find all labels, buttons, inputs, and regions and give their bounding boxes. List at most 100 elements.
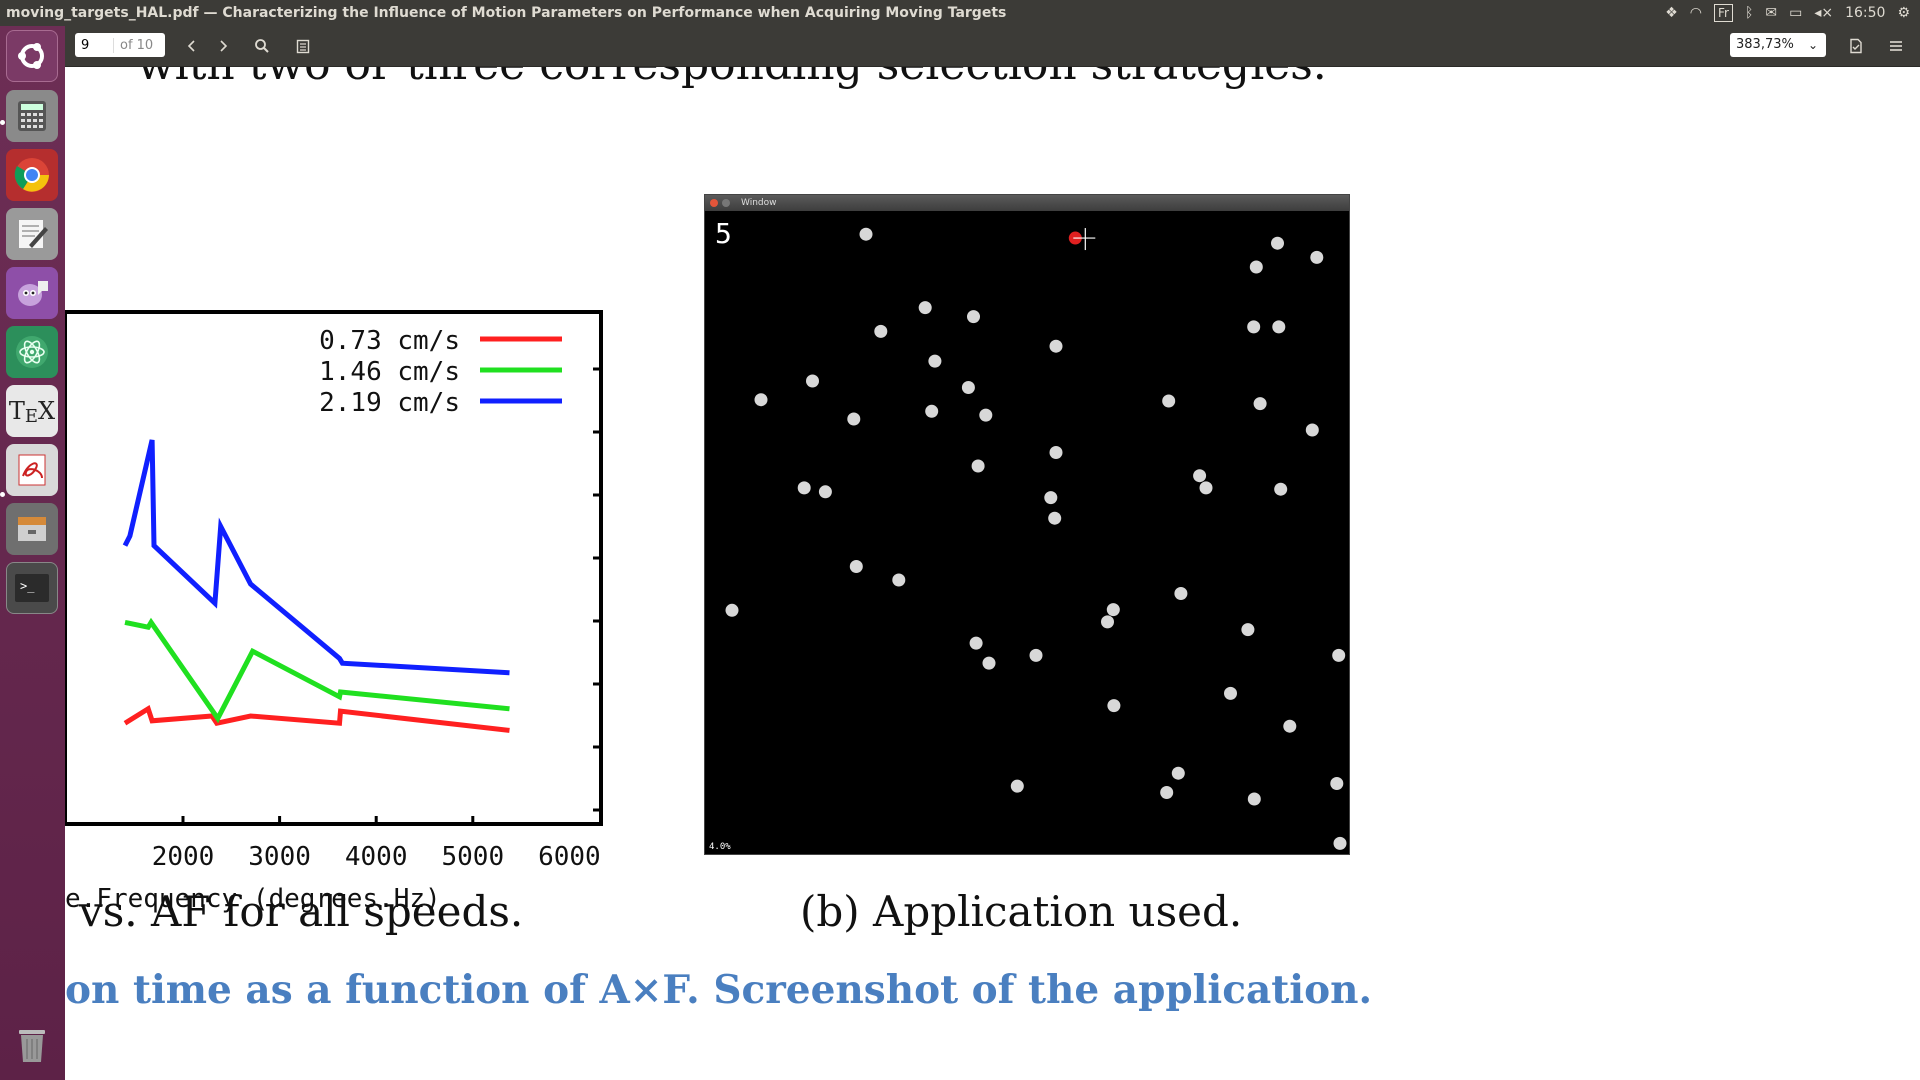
distractor-dot <box>982 656 996 670</box>
distractor-dot <box>1332 648 1346 662</box>
x-tick-label: 2000 <box>152 842 215 872</box>
distractor-dot <box>925 404 939 418</box>
calculator-icon[interactable] <box>6 90 58 142</box>
next-page-button[interactable] <box>208 32 238 60</box>
distractor-dot <box>1107 699 1121 713</box>
distractor-dot <box>1330 777 1344 790</box>
legend-label: 1.46 cm/s <box>319 357 460 387</box>
file-archive-icon[interactable] <box>6 503 58 555</box>
clipboard-icon <box>296 39 310 54</box>
menu-button[interactable] <box>1881 32 1911 60</box>
subcaption-a: vs. AF for all speeds. <box>79 887 523 936</box>
distractor-dot <box>961 381 975 394</box>
app-score: 5 <box>715 217 732 250</box>
svg-text:>_: >_ <box>20 579 35 593</box>
indicator-area: ❖ ◠ Fr ᛒ ✉ ▭ ◂× 16:50 ⚙ <box>1665 0 1920 26</box>
distractor-dot <box>847 412 861 426</box>
distractor-dot <box>1044 491 1058 505</box>
document-properties-button[interactable] <box>1841 32 1871 60</box>
annotations-button[interactable] <box>288 32 318 60</box>
app-canvas <box>725 227 1347 850</box>
gear-icon[interactable]: ⚙ <box>1897 5 1910 21</box>
pdf-page-view: with two or three corresponding selectio… <box>65 67 1920 1080</box>
subcaption-b: (b) Application used. <box>800 887 1243 936</box>
top-panel: moving_targets_HAL.pdf — Characterizing … <box>0 0 1920 26</box>
text-editor-icon[interactable] <box>6 208 58 260</box>
application-screenshot: Window 5 4.0% <box>704 194 1350 855</box>
distractor-dot <box>1174 587 1188 600</box>
search-button[interactable] <box>247 32 277 60</box>
distractor-dot <box>1241 623 1255 637</box>
distractor-dot <box>1249 260 1263 274</box>
series-line <box>122 439 510 676</box>
distractor-dot <box>754 393 768 407</box>
chevron-left-icon <box>187 40 195 52</box>
chrome-icon[interactable] <box>6 149 58 201</box>
series-line <box>124 617 510 724</box>
app-window-title: Window <box>741 198 777 208</box>
distractor-dot <box>818 485 832 499</box>
app-titlebar: Window <box>705 195 1349 211</box>
page-number-input[interactable] <box>75 36 113 54</box>
page-total-label: of 10 <box>113 37 153 53</box>
page-number-field[interactable]: of 10 <box>75 33 165 57</box>
app-status: 4.0% <box>709 842 731 852</box>
x-tick-label: 5000 <box>441 842 504 872</box>
atom-icon[interactable] <box>6 326 58 378</box>
running-indicator <box>0 120 5 125</box>
distractor-dot <box>859 227 873 241</box>
x-tick-label: 3000 <box>248 842 311 872</box>
distractor-dot <box>1106 603 1120 617</box>
previous-page-button[interactable] <box>177 32 207 60</box>
dropbox-icon[interactable]: ❖ <box>1665 5 1678 21</box>
series-group <box>122 439 510 733</box>
minimize-icon <box>722 199 730 207</box>
bluetooth-icon[interactable]: ᛒ <box>1744 5 1754 21</box>
wifi-icon[interactable]: ◠ <box>1689 5 1702 21</box>
series-line <box>123 704 510 733</box>
distractor-dot <box>969 636 983 650</box>
distractor-dot <box>1048 511 1062 525</box>
chevron-down-icon: ⌄ <box>1807 38 1818 52</box>
distractor-dot <box>1283 719 1297 733</box>
pidgin-icon[interactable] <box>6 267 58 319</box>
x-axis-label: e.Frequency (degrees.Hz) <box>65 884 441 914</box>
document-icon <box>1850 38 1862 54</box>
zoom-select[interactable]: 383,73% ⌄ <box>1730 33 1826 57</box>
clock[interactable]: 16:50 <box>1845 5 1886 21</box>
volume-icon[interactable]: ◂× <box>1814 5 1834 21</box>
distractor-dot <box>1274 482 1288 496</box>
x-tick-label: 4000 <box>345 842 408 872</box>
body-text-line: with two or three corresponding selectio… <box>137 67 1327 90</box>
x-tick-label: 6000 <box>538 842 601 872</box>
plot-frame <box>65 310 603 826</box>
mail-icon[interactable]: ✉ <box>1765 5 1778 21</box>
distractor-dot <box>1305 423 1319 437</box>
distractor-dot <box>1247 792 1261 806</box>
keyboard-layout-indicator[interactable]: Fr <box>1713 4 1733 22</box>
battery-icon[interactable]: ▭ <box>1789 5 1803 21</box>
pdf-reader-icon[interactable] <box>6 444 58 496</box>
distractor-dot <box>849 560 863 573</box>
x-tick-labels: 2000 3000 4000 5000 6000 <box>152 842 601 872</box>
tick-marks <box>181 367 601 824</box>
distractor-dot <box>806 374 819 388</box>
terminal-icon[interactable]: >_ <box>6 562 58 614</box>
pdf-toolbar: of 10 383,73% ⌄ <box>65 26 1920 67</box>
distractor-dot <box>1171 766 1185 780</box>
distractor-dot <box>1310 250 1324 264</box>
close-icon <box>710 199 718 207</box>
distractor-dot <box>1271 236 1284 250</box>
legend-label: 0.73 cm/s <box>319 326 460 356</box>
distractor-dot <box>1193 469 1207 483</box>
distractor-dot <box>1253 397 1267 411</box>
ubuntu-dash-icon[interactable] <box>6 30 58 82</box>
trash-icon[interactable] <box>6 1020 58 1072</box>
subcaption-a-text: vs. AF for all speeds. <box>79 887 524 936</box>
distractor-dot <box>1333 836 1347 850</box>
distractor-dot <box>1272 320 1286 334</box>
crosshair-cursor-icon <box>1073 228 1096 251</box>
zoom-value: 383,73% <box>1736 37 1794 52</box>
